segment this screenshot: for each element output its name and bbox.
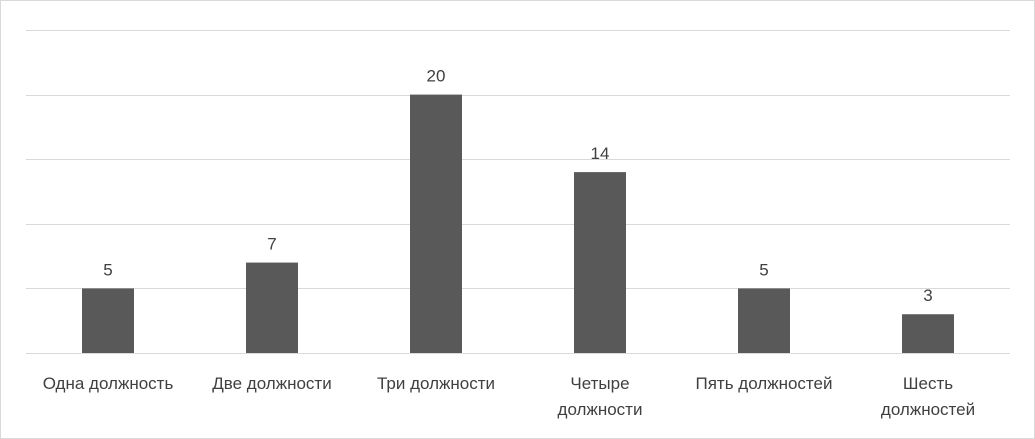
x-tick-label-line: Три должности: [377, 374, 495, 393]
data-label: 7: [267, 235, 276, 254]
data-label: 14: [591, 144, 610, 163]
x-tick-label-line: должности: [558, 400, 643, 419]
data-label: 20: [427, 67, 446, 86]
data-label: 5: [103, 260, 112, 279]
bar: [82, 288, 134, 353]
grid-layer: [26, 30, 1010, 354]
x-tick-label-line: Четыре: [570, 374, 629, 393]
x-tick-label: Пять должностей: [696, 374, 833, 393]
x-tick-label: Четыре должности: [558, 374, 643, 419]
x-tick-label: Одна должность: [43, 374, 174, 393]
x-tick-label: Шесть должностей: [881, 374, 975, 419]
x-tick-label: Три должности: [377, 374, 495, 393]
bar: [410, 94, 462, 353]
x-tick-label-line: должностей: [881, 400, 975, 419]
bar: [246, 262, 298, 353]
x-tick-label-line: Шесть: [903, 374, 953, 393]
x-tick-label-line: Пять должностей: [696, 374, 833, 393]
x-tick-label: Две должности: [212, 374, 331, 393]
bar: [574, 172, 626, 353]
bar: [738, 288, 790, 353]
x-tick-label-line: Одна должность: [43, 374, 174, 393]
x-tick-label-line: Две должности: [212, 374, 331, 393]
x-axis-labels: Одна должность Две должности Три должности…: [43, 374, 975, 419]
bar: [902, 314, 954, 353]
data-label: 3: [923, 286, 932, 305]
labels-layer: 5 7 20 14 5 3: [103, 67, 932, 306]
data-label: 5: [759, 260, 768, 279]
bars-layer: [82, 94, 954, 353]
